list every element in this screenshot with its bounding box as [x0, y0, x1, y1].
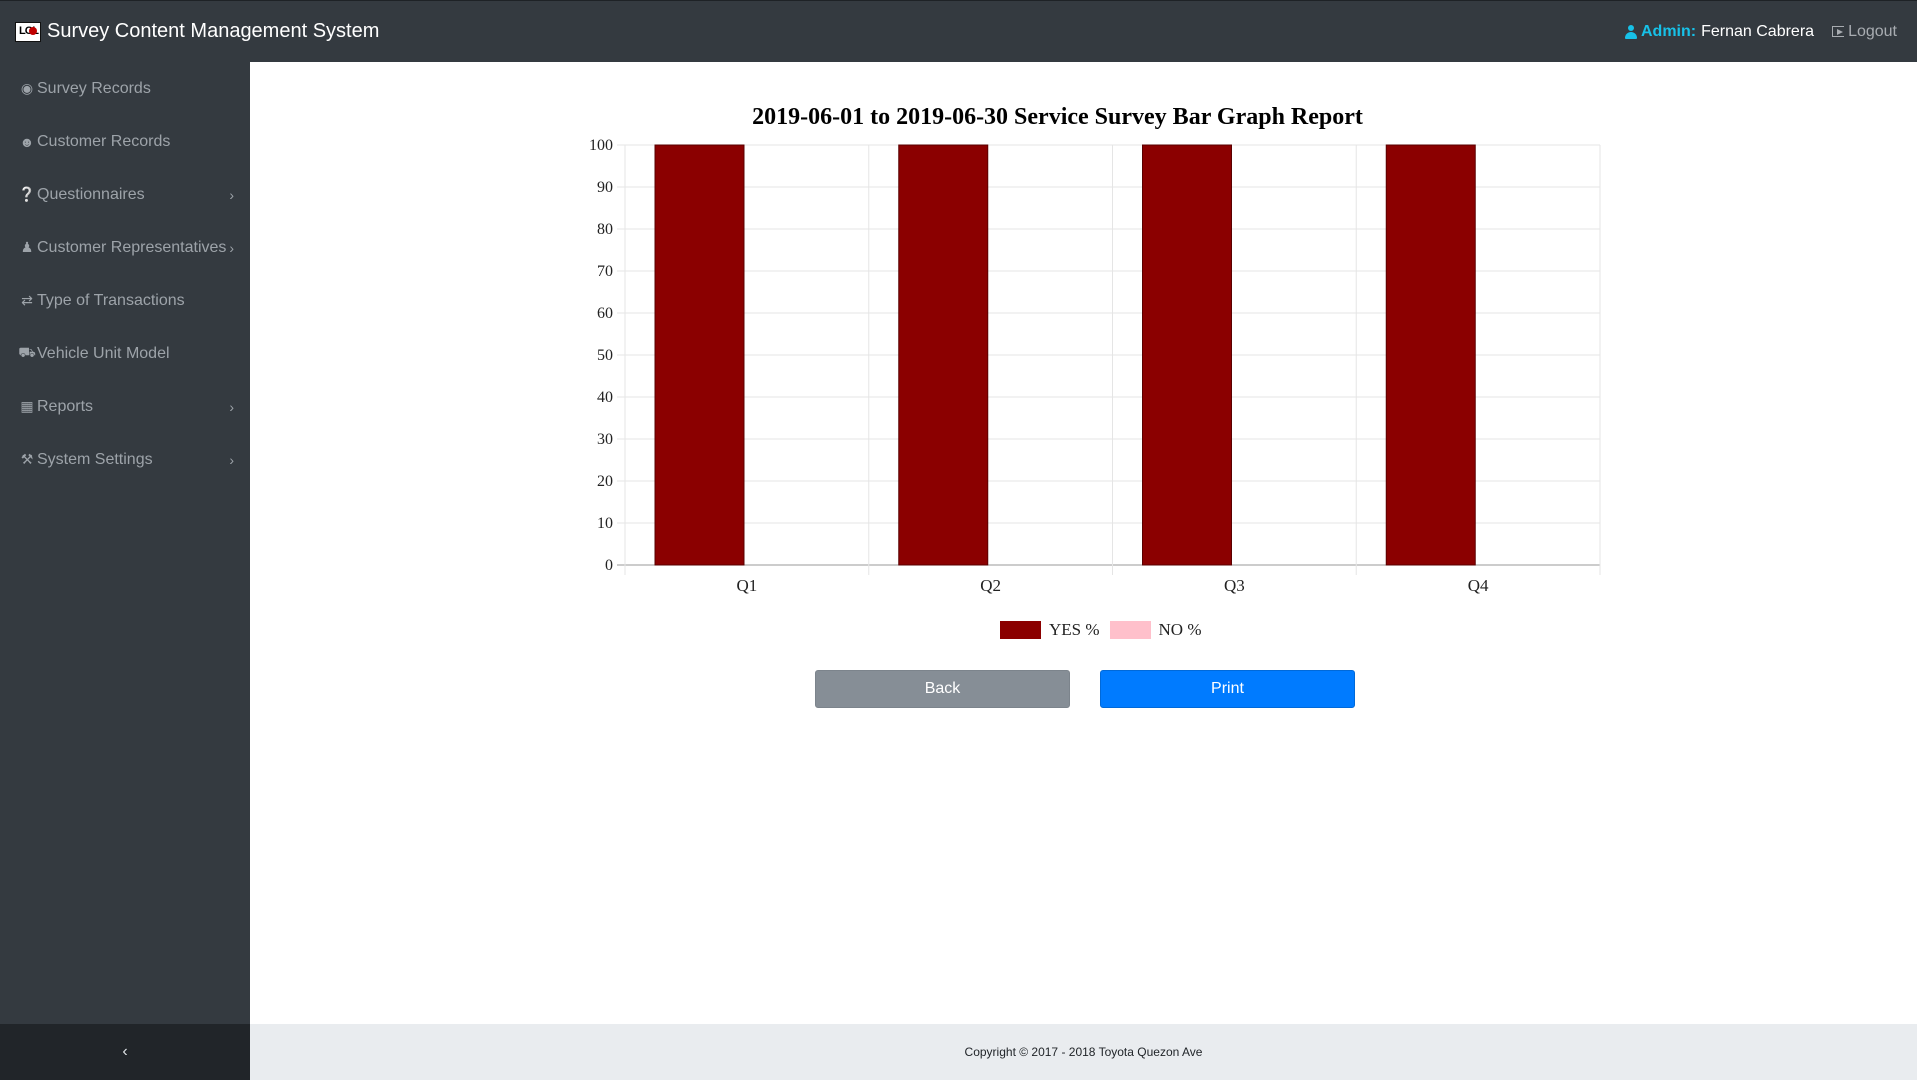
chevron-right-icon: › — [229, 186, 234, 203]
sidebar-item-label: Questionnaires — [37, 185, 145, 203]
admin-name[interactable]: Fernan Cabrera — [1701, 22, 1815, 40]
legend-item-yes[interactable]: YES % — [1000, 620, 1100, 640]
brand-logo: LOL — [15, 21, 41, 42]
print-button[interactable]: Print — [1100, 670, 1355, 708]
top-navbar: LOL Survey Content Management System Adm… — [0, 0, 1917, 62]
chevron-right-icon: › — [229, 239, 234, 256]
y-tick-label: 70 — [597, 263, 613, 280]
legend-label-yes: YES % — [1049, 620, 1100, 639]
y-tick-label: 0 — [605, 557, 613, 574]
sidebar-item-survey-records[interactable]: ◉ Survey Records — [0, 62, 250, 115]
admin-label: Admin: — [1641, 22, 1697, 40]
sidebar-item-label: Vehicle Unit Model — [37, 344, 170, 362]
brand[interactable]: LOL Survey Content Management System — [15, 20, 379, 43]
sidebar-item-type-of-transactions[interactable]: ⇄ Type of Transactions — [0, 274, 250, 327]
chevron-right-icon: › — [229, 451, 234, 468]
y-tick-label: 30 — [597, 431, 613, 448]
exchange-icon: ⇄ — [21, 292, 33, 308]
y-tick-label: 20 — [597, 473, 613, 490]
user-area: Admin: Fernan Cabrera Logout — [1625, 23, 1897, 41]
x-tick-label: Q2 — [980, 576, 1001, 595]
y-tick-label: 90 — [597, 179, 613, 196]
footer: Copyright © 2017 - 2018 Toyota Quezon Av… — [250, 1024, 1917, 1080]
chevron-right-icon: › — [229, 398, 234, 415]
sidebar-item-label: Reports — [37, 397, 94, 415]
legend-label-no: NO % — [1158, 620, 1202, 639]
y-tick-label: 40 — [597, 389, 613, 406]
copyright-text: Copyright © 2017 - 2018 Toyota Quezon Av… — [964, 1045, 1203, 1059]
main-content: 2019-06-01 to 2019-06-30 Service Survey … — [250, 62, 1917, 1024]
logout-label: Logout — [1848, 22, 1897, 40]
app-title: Survey Content Management System — [47, 20, 380, 42]
logout-link[interactable]: Logout — [1832, 23, 1897, 41]
sidebar-item-customer-records[interactable]: ☻ Customer Records — [0, 115, 250, 168]
sidebar-item-reports[interactable]: ▦ Reports › — [0, 380, 250, 433]
sidebar-item-label: Customer Representatives — [37, 238, 227, 256]
sign-out-icon — [1832, 26, 1845, 37]
question-circle-icon: ❔ — [18, 186, 36, 202]
user-icon: ♟ — [20, 239, 34, 255]
sidebar-item-system-settings[interactable]: ⚒ System Settings › — [0, 433, 250, 486]
legend-swatch-yes — [1000, 621, 1041, 639]
legend-swatch-no — [1109, 621, 1151, 639]
sidebar-item-label: System Settings — [37, 450, 153, 468]
bar-yes-q1 — [654, 144, 745, 566]
sidebar-item-label: Survey Records — [37, 79, 151, 97]
users-icon: ☻ — [19, 133, 35, 150]
back-button[interactable]: Back — [815, 670, 1070, 708]
bar-chart: 0 10 20 30 40 50 60 70 80 90 100 Q1 Q2 Q3 Q4 — [589, 137, 1601, 595]
x-tick-label: Q3 — [1224, 576, 1245, 595]
sidebar-toggle-button[interactable]: ‹ — [0, 1024, 250, 1080]
bar-yes-q2 — [898, 144, 989, 566]
wrench-icon: ⚒ — [20, 451, 34, 467]
chart-title: 2019-06-01 to 2019-06-30 Service Survey … — [752, 104, 1363, 130]
user-icon — [1625, 24, 1637, 39]
sidebar-item-customer-representatives[interactable]: ♟ Customer Representatives › — [0, 221, 250, 274]
sidebar-item-vehicle-unit-model[interactable]: ⛟ Vehicle Unit Model — [0, 327, 250, 380]
bar-yes-q4 — [1385, 144, 1476, 566]
y-tick-label: 50 — [597, 347, 613, 364]
x-tick-label: Q4 — [1468, 576, 1489, 595]
bar-yes-q3 — [1142, 144, 1232, 566]
y-tick-label: 80 — [597, 221, 613, 238]
chevron-left-icon: ‹ — [122, 1043, 128, 1060]
sidebar: ◉ Survey Records ☻ Customer Records ❔ Qu… — [0, 62, 250, 1080]
car-icon: ⛟ — [18, 344, 36, 360]
x-tick-label: Q1 — [736, 576, 757, 595]
chart-legend: YES % NO % — [1000, 620, 1212, 640]
dashboard-icon: ◉ — [20, 80, 34, 96]
y-tick-label: 10 — [597, 515, 613, 532]
keyboard-icon: ▦ — [20, 398, 34, 414]
sidebar-item-label: Customer Records — [37, 132, 171, 150]
y-tick-label: 60 — [597, 305, 613, 322]
sidebar-item-label: Type of Transactions — [37, 291, 185, 309]
sidebar-item-questionnaires[interactable]: ❔ Questionnaires › — [0, 168, 250, 221]
y-tick-label: 100 — [589, 137, 613, 154]
legend-item-no[interactable]: NO % — [1109, 620, 1202, 640]
